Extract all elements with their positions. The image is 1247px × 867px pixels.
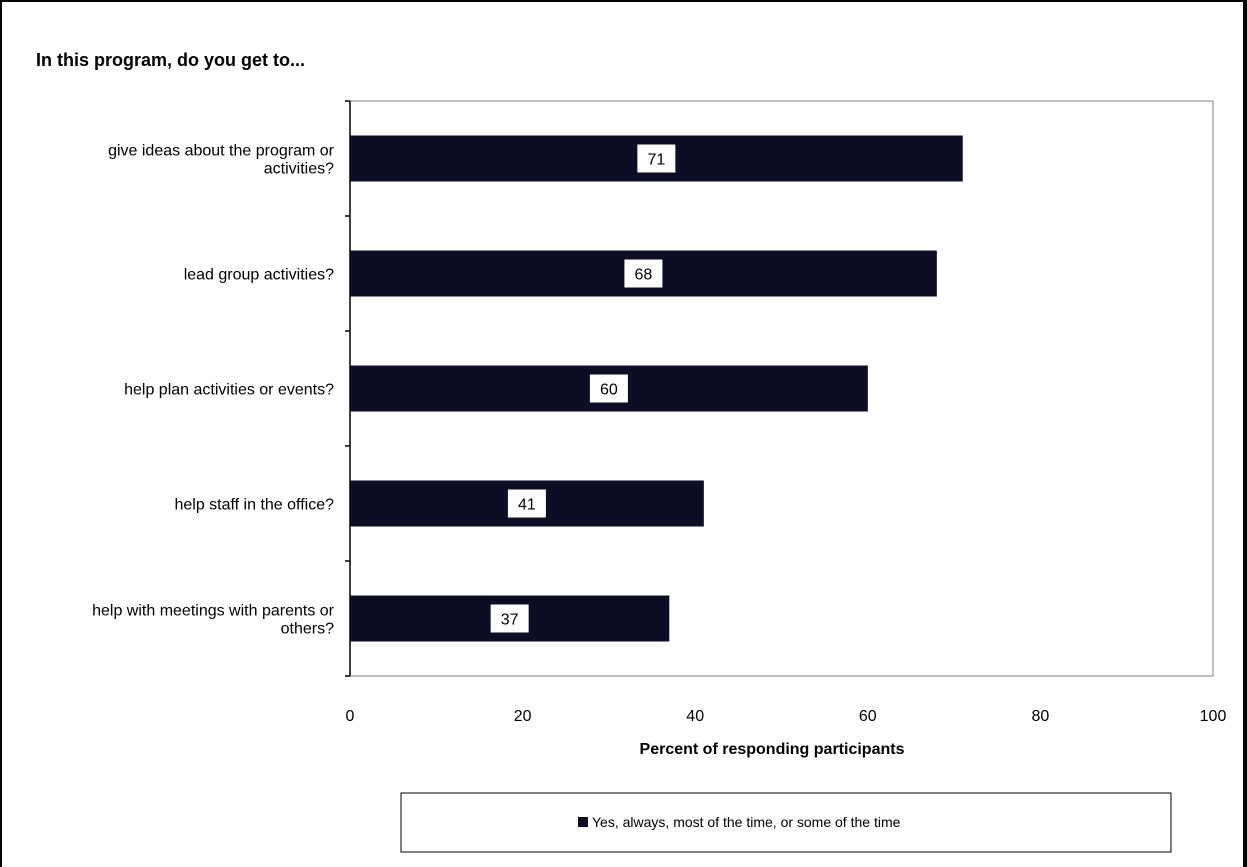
value-label-1: 68 <box>635 267 653 284</box>
value-label-3: 41 <box>518 497 536 514</box>
value-label-bg-3 <box>507 489 546 518</box>
category-label-2-0: help plan activities or events? <box>124 382 334 399</box>
value-label-4: 37 <box>501 612 519 629</box>
category-label-4-0: help with meetings with parents or <box>92 603 335 620</box>
category-label-0-0: give ideas about the program or <box>108 143 335 160</box>
value-label-0: 71 <box>647 152 665 169</box>
legend-swatch <box>578 817 588 827</box>
x-tick-label-2: 40 <box>686 708 704 725</box>
x-tick-label-5: 100 <box>1200 708 1227 725</box>
x-tick-label-0: 0 <box>346 708 355 725</box>
axes-group: 0 20 40 60 80 100 <box>345 100 1227 725</box>
category-label-1-0: lead group activities? <box>184 267 334 284</box>
bars-group <box>350 135 963 642</box>
value-label-bg-2 <box>589 374 628 403</box>
legend-box <box>400 792 1172 853</box>
x-tick-label-4: 80 <box>1032 708 1050 725</box>
chart-title: In this program, do you get to... <box>36 50 305 70</box>
legend: Yes, always, most of the time, or some o… <box>400 792 1172 853</box>
category-label-0-1: activities? <box>264 161 334 178</box>
value-labels-group: 71 68 60 41 37 <box>490 144 676 633</box>
value-label-2: 60 <box>600 382 618 399</box>
category-label-3-0: help staff in the office? <box>174 497 334 514</box>
value-label-bg-1 <box>624 259 663 288</box>
category-labels-group: give ideas about the program oractivitie… <box>92 143 335 638</box>
category-label-4-1: others? <box>281 621 334 638</box>
x-axis-title: Percent of responding participants <box>640 741 905 758</box>
x-tick-label-3: 60 <box>859 708 877 725</box>
value-label-bg-4 <box>490 604 529 633</box>
legend-label: Yes, always, most of the time, or some o… <box>592 814 901 830</box>
value-label-bg-0 <box>637 144 676 173</box>
x-tick-label-1: 20 <box>514 708 532 725</box>
